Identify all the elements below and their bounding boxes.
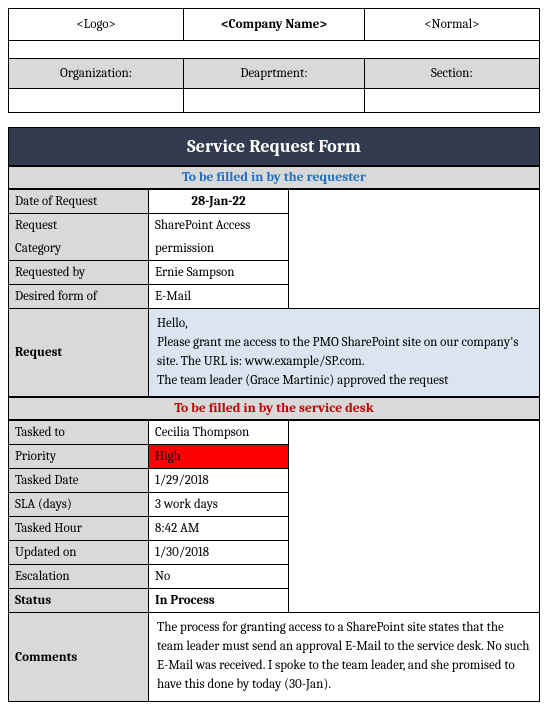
requested-by-value: Ernie Sampson xyxy=(149,261,289,285)
tasked-to-label: Tasked to xyxy=(9,421,149,445)
status-label: Status xyxy=(9,589,149,613)
servicedesk-section-header: To be filled in by the service desk xyxy=(8,397,540,420)
updated-on-label: Updated on xyxy=(9,541,149,565)
sla-label: SLA (days) xyxy=(9,493,149,517)
request-category-label-2: Category xyxy=(9,237,149,261)
request-category-value-1: SharePoint Access xyxy=(149,214,289,238)
header-blank-row xyxy=(9,41,540,59)
tasked-to-value: Cecilia Thompson xyxy=(149,421,289,445)
tasked-date-label: Tasked Date xyxy=(9,469,149,493)
comments-label: Comments xyxy=(9,613,149,701)
header-table: <Logo> <Company Name> <Normal> Organizat… xyxy=(8,8,540,113)
date-of-request-value: 28-Jan-22 xyxy=(149,190,289,214)
normal-cell: <Normal> xyxy=(364,9,539,41)
requester-section-header: To be filled in by the requester xyxy=(8,166,540,189)
escalation-value: No xyxy=(149,565,289,589)
requester-table: Date of Request 28-Jan-22 Request ShareP… xyxy=(8,189,540,397)
desired-form-value: E-Mail xyxy=(149,285,289,309)
department-label: Deaprtment: xyxy=(184,59,365,89)
requested-by-label: Requested by xyxy=(9,261,149,285)
organization-label: Organization: xyxy=(9,59,184,89)
request-label: Request xyxy=(9,309,149,397)
comments-value: The process for granting access to a Sha… xyxy=(149,613,540,701)
status-value: In Process xyxy=(149,589,289,613)
request-category-value-2: permission xyxy=(149,237,289,261)
request-text: Hello,Please grant me access to the PMO … xyxy=(149,309,540,397)
organization-value[interactable] xyxy=(9,89,184,113)
department-value[interactable] xyxy=(184,89,365,113)
servicedesk-blank-area xyxy=(289,421,540,613)
updated-on-value: 1/30/2018 xyxy=(149,541,289,565)
escalation-label: Escalation xyxy=(9,565,149,589)
company-cell: <Company Name> xyxy=(184,9,365,41)
tasked-hour-label: Tasked Hour xyxy=(9,517,149,541)
sla-value: 3 work days xyxy=(149,493,289,517)
desired-form-label: Desired form of xyxy=(9,285,149,309)
section-value[interactable] xyxy=(364,89,539,113)
date-of-request-label: Date of Request xyxy=(9,190,149,214)
priority-label: Priority xyxy=(9,445,149,469)
tasked-date-value: 1/29/2018 xyxy=(149,469,289,493)
servicedesk-table: Tasked to Cecilia Thompson Priority High… xyxy=(8,420,540,701)
section-label: Section: xyxy=(364,59,539,89)
priority-value: High xyxy=(149,445,289,469)
form-title: Service Request Form xyxy=(8,127,540,166)
tasked-hour-value: 8:42 AM xyxy=(149,517,289,541)
requester-blank-area xyxy=(289,190,540,309)
request-category-label-1: Request xyxy=(9,214,149,238)
logo-cell: <Logo> xyxy=(9,9,184,41)
